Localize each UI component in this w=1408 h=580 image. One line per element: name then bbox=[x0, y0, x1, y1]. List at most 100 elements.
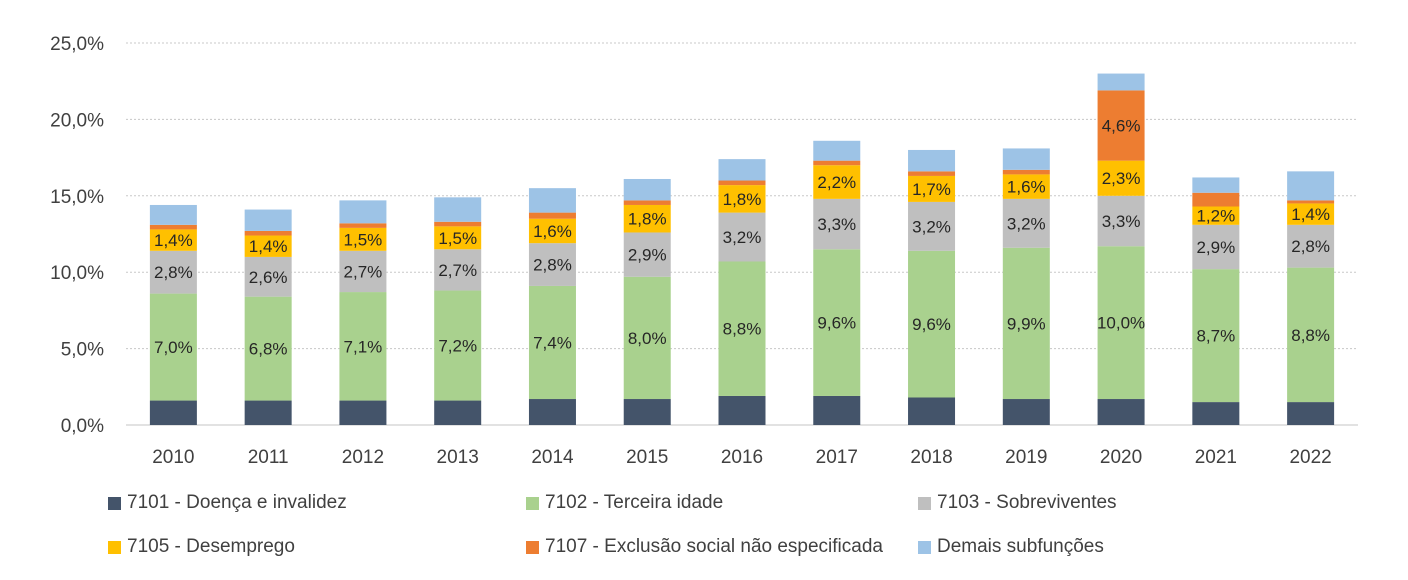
bar-segment bbox=[813, 395, 861, 425]
y-axis: 0,0% 5,0% 10,0% 15,0% 20,0% 25,0% bbox=[50, 34, 104, 437]
bar-segment bbox=[623, 200, 671, 205]
data-label: 7,4% bbox=[533, 333, 572, 352]
bar-segment bbox=[623, 399, 671, 425]
legend-swatch bbox=[526, 496, 539, 510]
legend-item: 7105 - Desemprego bbox=[108, 536, 295, 558]
data-label: 1,4% bbox=[1291, 205, 1330, 224]
bar-segment bbox=[339, 200, 387, 224]
y-tick-label: 0,0% bbox=[61, 416, 104, 437]
bar-segment bbox=[1192, 177, 1240, 193]
bar-segment bbox=[149, 293, 197, 401]
bar-segment bbox=[1287, 171, 1335, 201]
bar-segment bbox=[244, 209, 292, 231]
bar-segment bbox=[339, 400, 387, 425]
legend-swatch bbox=[918, 540, 931, 554]
bar-segment bbox=[718, 395, 766, 425]
bar-segment bbox=[434, 197, 482, 222]
data-label: 9,6% bbox=[817, 314, 856, 333]
bar-segment bbox=[908, 175, 956, 202]
bar-segment bbox=[623, 204, 671, 233]
data-label: 6,8% bbox=[249, 340, 288, 359]
bar-segment bbox=[1287, 402, 1335, 425]
bar-segment bbox=[434, 249, 482, 291]
bar-segment bbox=[339, 223, 387, 228]
bar-segment bbox=[813, 249, 861, 396]
stacked-bar-chart: 0,0% 5,0% 10,0% 15,0% 20,0% 25,0% 7,0% 2,8% 1,4… bbox=[50, 34, 1358, 468]
data-label: 2,6% bbox=[249, 268, 288, 287]
bar-segment bbox=[339, 250, 387, 293]
data-label: 3,2% bbox=[723, 228, 762, 247]
legend-item: 7103 - Sobreviventes bbox=[918, 492, 1117, 514]
x-tick-label: 2017 bbox=[816, 447, 858, 468]
bar-segment bbox=[1002, 148, 1050, 170]
bar-segment bbox=[1287, 200, 1335, 204]
data-label: 8,8% bbox=[723, 320, 762, 339]
data-label: 1,4% bbox=[249, 237, 288, 256]
data-label: 1,7% bbox=[912, 180, 951, 199]
bar-segment bbox=[149, 229, 197, 251]
x-tick-label: 2016 bbox=[721, 447, 763, 468]
bar-segment bbox=[1287, 224, 1335, 268]
bar-segment bbox=[434, 400, 482, 425]
legend-label: 7105 - Desemprego bbox=[127, 536, 295, 557]
bar-segment bbox=[1002, 399, 1050, 425]
bar-segment bbox=[244, 235, 292, 257]
x-axis: 2010 2011 2012 2013 2014 2015 2016 2017 2018 2019… bbox=[152, 447, 1332, 468]
bar-segment bbox=[1287, 267, 1335, 403]
data-label: 1,6% bbox=[533, 222, 572, 241]
data-label: 1,5% bbox=[344, 230, 383, 249]
bar-segment bbox=[528, 243, 576, 286]
data-label: 8,7% bbox=[1196, 327, 1235, 346]
bar-segment bbox=[1002, 174, 1050, 199]
data-label: 9,9% bbox=[1007, 314, 1046, 333]
data-label: 1,4% bbox=[154, 231, 193, 250]
bar-segment bbox=[813, 160, 861, 166]
data-label: 1,8% bbox=[723, 190, 762, 209]
data-label: 2,8% bbox=[533, 256, 572, 275]
bar-segment bbox=[1192, 269, 1240, 403]
legend-swatch bbox=[108, 540, 121, 554]
x-tick-label: 2018 bbox=[910, 447, 952, 468]
bar-segment bbox=[908, 201, 956, 251]
bar-segment bbox=[149, 224, 197, 230]
x-tick-label: 2022 bbox=[1289, 447, 1331, 468]
data-label: 8,8% bbox=[1291, 326, 1330, 345]
x-tick-label: 2014 bbox=[531, 447, 574, 468]
bar-segment bbox=[1097, 399, 1145, 425]
data-label: 1,8% bbox=[628, 210, 667, 229]
x-tick-label: 2021 bbox=[1195, 447, 1237, 468]
data-label: 8,0% bbox=[628, 329, 667, 348]
x-tick-label: 2012 bbox=[342, 447, 384, 468]
data-label: 3,3% bbox=[817, 215, 856, 234]
bar-segment bbox=[244, 400, 292, 425]
y-tick-label: 10,0% bbox=[50, 263, 104, 284]
legend-item: Demais subfunções bbox=[918, 536, 1104, 558]
bar-segment bbox=[718, 261, 766, 396]
bar-segment bbox=[434, 226, 482, 250]
bars bbox=[149, 73, 1335, 425]
data-label: 2,2% bbox=[817, 173, 856, 192]
data-label: 3,2% bbox=[1007, 214, 1046, 233]
bar-segment bbox=[149, 204, 197, 225]
bar-segment bbox=[244, 230, 292, 236]
legend-swatch bbox=[918, 496, 931, 510]
bar-segment bbox=[1097, 195, 1145, 247]
bar-segment bbox=[528, 218, 576, 244]
x-tick-label: 2019 bbox=[1005, 447, 1047, 468]
legend-label: 7107 - Exclusão social não especificada bbox=[545, 536, 883, 557]
bar-segment bbox=[908, 397, 956, 425]
bar-segment bbox=[528, 399, 576, 425]
data-label: 9,6% bbox=[912, 315, 951, 334]
bar-segment bbox=[623, 232, 671, 277]
bar-segment bbox=[244, 296, 292, 401]
data-label: 10,0% bbox=[1097, 314, 1145, 333]
bar-segment bbox=[718, 180, 766, 186]
bar-segment bbox=[718, 159, 766, 181]
bar-segment bbox=[528, 212, 576, 219]
legend-item: 7107 - Exclusão social não especificada bbox=[526, 536, 883, 558]
bar-segment bbox=[1192, 224, 1240, 270]
bar-segment bbox=[1192, 402, 1240, 425]
legend-label: Demais subfunções bbox=[937, 536, 1104, 557]
bar-segment bbox=[1097, 90, 1145, 161]
legend-label: 7102 - Terceira idade bbox=[545, 492, 724, 513]
